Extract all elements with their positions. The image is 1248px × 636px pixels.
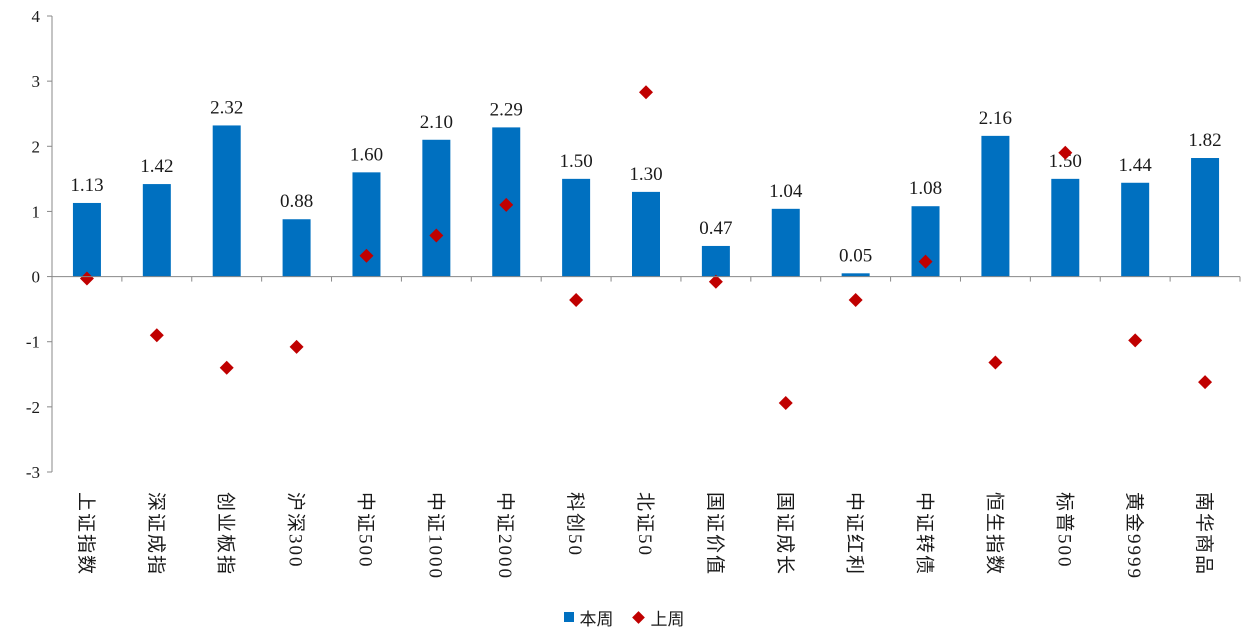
y-tick-label: 3: [32, 72, 41, 91]
scatter-series-last-week: [79, 85, 1213, 410]
bar-value-label: 0.47: [699, 218, 732, 239]
bar-value-label: 1.30: [629, 164, 662, 185]
diamond-marker-12: [848, 293, 863, 308]
bar-3: [212, 125, 241, 277]
bar-value-label: 0.05: [839, 245, 872, 266]
diamond-marker-16: [1128, 333, 1143, 348]
bar-value-label: 1.50: [559, 151, 592, 172]
bar-4: [282, 219, 311, 277]
bar-17: [1191, 158, 1220, 277]
bar-value-label: 1.50: [1049, 151, 1082, 172]
diamond-marker-8: [569, 293, 584, 308]
bar-12: [841, 273, 870, 277]
bar-15: [1051, 178, 1080, 277]
diamond-marker-3: [219, 360, 234, 375]
x-category-label: 中证1000: [424, 492, 446, 580]
bar-value-label: 1.04: [769, 181, 803, 202]
y-tick-label: 2: [32, 137, 41, 156]
bar-1: [72, 202, 101, 277]
x-category-label: 深证成指: [145, 492, 167, 576]
bar-value-label: 1.60: [350, 144, 383, 165]
bar-value-label: 1.42: [140, 156, 173, 177]
legend-item-this-week: 本周: [563, 605, 614, 630]
legend-diamond-icon: [631, 610, 645, 624]
x-category-label: 中证2000: [494, 492, 516, 580]
y-tick-label: 4: [32, 7, 41, 26]
diamond-marker-6: [429, 228, 444, 243]
bar-value-label: 0.88: [280, 191, 313, 212]
y-tick-label: -1: [26, 333, 40, 352]
diamond-marker-1: [79, 271, 94, 286]
diamond-marker-5: [359, 248, 374, 263]
x-category-label: 上证指数: [75, 492, 97, 576]
bar-8: [562, 178, 591, 277]
diamond-marker-2: [149, 328, 164, 343]
diamond-marker-4: [289, 339, 304, 354]
bar-value-label: 1.44: [1119, 155, 1153, 176]
bar-value-label: 1.82: [1188, 130, 1221, 151]
x-axis: [51, 276, 1241, 282]
x-category-label: 中证转债: [914, 492, 936, 576]
bar-series-this-week: [72, 125, 1220, 277]
x-category-label: 国证价值: [704, 492, 726, 576]
diamond-marker-9: [639, 85, 653, 100]
bar-value-label: 2.32: [210, 97, 243, 118]
bar-16: [1121, 182, 1150, 277]
bar-value-label: 1.08: [909, 178, 942, 199]
bar-data-labels: 1.13 1.42 2.32 0.88 1.60 2.10 2.29 1.50 1.30 0.47…: [70, 97, 1221, 266]
diamond-marker-11: [778, 395, 793, 410]
diamond-marker-15: [1058, 145, 1073, 160]
x-category-label: 南华商品: [1193, 492, 1215, 576]
legend-label-last-week: 上周: [650, 609, 685, 629]
x-category-label: 国证成长: [774, 492, 796, 576]
y-tick-label: 0: [32, 268, 41, 287]
legend-label-this-week: 本周: [579, 609, 614, 629]
bar-2: [142, 184, 171, 277]
diamond-marker-14: [988, 355, 1003, 370]
x-category-label: 标普500: [1053, 492, 1075, 569]
diamond-marker-10: [708, 274, 723, 289]
y-tick-label: -3: [26, 463, 40, 482]
bar-9: [632, 191, 660, 277]
bar-6: [422, 139, 451, 277]
bar-10: [701, 245, 730, 277]
y-tick-label: 1: [32, 202, 41, 221]
legend: 本周 上周: [0, 604, 1248, 630]
legend-square-icon: [563, 612, 574, 622]
bar-value-label: 2.10: [420, 112, 453, 133]
bar-14: [981, 135, 1010, 277]
diamond-marker-13: [918, 254, 933, 269]
x-category-label: 中证红利: [844, 492, 866, 576]
y-axis: 4 3 2 1 0 -1 -2 -3: [26, 7, 53, 482]
x-category-label: 恒生指数: [983, 492, 1005, 576]
bar-value-label: 2.16: [979, 108, 1012, 129]
x-category-label: 中证500: [354, 492, 376, 569]
diamond-marker-7: [499, 197, 514, 212]
x-category-label: 科创50: [564, 492, 586, 557]
x-category-label: 北证50: [634, 492, 656, 557]
x-axis-category-labels: 上证指数 深证成指 创业板指 沪深300 中证500 中证1000 中证2000 科创50 北证…: [75, 492, 1215, 580]
diamond-marker-17: [1198, 375, 1213, 390]
bar-11: [771, 208, 800, 277]
x-category-label: 黄金9999: [1123, 492, 1145, 580]
bar-value-label: 2.29: [490, 99, 523, 120]
bar-value-label: 1.13: [70, 175, 103, 196]
legend-item-last-week: 上周: [631, 605, 685, 630]
x-category-label: 沪深300: [285, 492, 307, 569]
y-tick-label: -2: [26, 398, 40, 417]
x-category-label: 创业板指: [215, 492, 237, 576]
